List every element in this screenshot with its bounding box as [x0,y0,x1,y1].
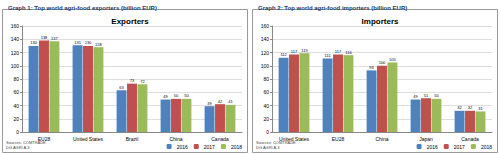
svg-text:2018: 2018 [481,144,492,150]
svg-text:111: 111 [325,53,332,58]
svg-text:DG AGRI A.3: DG AGRI A.3 [6,145,30,150]
svg-text:160: 160 [11,23,20,29]
svg-text:63: 63 [119,85,124,90]
svg-text:2017: 2017 [454,144,465,150]
svg-text:32: 32 [457,105,462,110]
svg-text:100: 100 [261,63,270,69]
svg-text:Sources: COMTRADE: Sources: COMTRADE [256,139,296,145]
svg-text:137: 137 [51,36,58,41]
svg-text:EU28: EU28 [332,136,345,142]
svg-text:China: China [169,136,182,142]
svg-text:Canada: Canada [461,136,479,142]
svg-text:0: 0 [16,129,19,135]
svg-text:72: 72 [140,79,145,84]
svg-text:41: 41 [228,99,233,104]
svg-text:80: 80 [13,76,19,82]
svg-text:40: 40 [13,103,19,109]
svg-text:Graph 2: Top world agri-food i: Graph 2: Top world agri-food importers (… [258,5,407,11]
svg-text:128: 128 [95,42,102,47]
svg-text:120: 120 [11,50,20,56]
svg-text:49: 49 [413,94,418,99]
svg-text:140: 140 [11,36,20,42]
svg-text:EU28: EU28 [38,136,51,142]
svg-text:130: 130 [30,40,37,45]
svg-text:100: 100 [379,60,386,65]
svg-text:120: 120 [261,50,270,56]
svg-text:51: 51 [424,93,429,98]
svg-text:117: 117 [291,49,298,54]
svg-text:0: 0 [266,129,269,135]
svg-text:Japan: Japan [419,136,433,142]
svg-text:50: 50 [174,93,179,98]
svg-text:Sources: COMTRADE: Sources: COMTRADE [6,139,46,145]
svg-text:105: 105 [389,57,396,62]
svg-text:100: 100 [11,63,20,69]
svg-text:140: 140 [261,36,270,42]
svg-text:50: 50 [184,93,189,98]
svg-text:Canada: Canada [211,136,229,142]
svg-text:39: 39 [207,101,212,106]
svg-text:80: 80 [263,76,269,82]
svg-text:131: 131 [74,40,81,45]
svg-text:49: 49 [163,94,168,99]
svg-text:32: 32 [468,105,473,110]
svg-text:60: 60 [13,89,19,95]
svg-text:United States: United States [279,136,310,142]
svg-text:93: 93 [369,65,374,70]
svg-text:112: 112 [280,52,287,57]
svg-text:73: 73 [130,78,135,83]
svg-text:DG AGRI A.3: DG AGRI A.3 [256,145,280,150]
svg-text:20: 20 [263,116,269,122]
svg-text:Graph 1: Top world agri-food e: Graph 1: Top world agri-food exporters (… [8,5,157,11]
svg-text:Exporters: Exporters [111,17,149,26]
svg-text:Brazil: Brazil [126,136,139,142]
svg-text:2018: 2018 [231,144,242,150]
svg-text:2017: 2017 [204,144,215,150]
svg-text:40: 40 [263,103,269,109]
svg-text:60: 60 [263,89,269,95]
svg-text:130: 130 [85,40,92,45]
svg-text:31: 31 [478,106,483,111]
svg-text:42: 42 [218,99,223,104]
svg-text:160: 160 [261,23,270,29]
svg-text:20: 20 [13,116,19,122]
svg-text:United States: United States [73,136,104,142]
svg-text:2016: 2016 [177,144,188,150]
svg-text:Importers: Importers [362,17,399,26]
svg-text:138: 138 [41,35,48,40]
svg-text:119: 119 [301,48,308,53]
svg-text:China: China [375,136,388,142]
svg-text:116: 116 [345,50,352,55]
svg-text:50: 50 [434,93,439,98]
svg-text:117: 117 [335,49,342,54]
svg-text:2016: 2016 [427,144,438,150]
